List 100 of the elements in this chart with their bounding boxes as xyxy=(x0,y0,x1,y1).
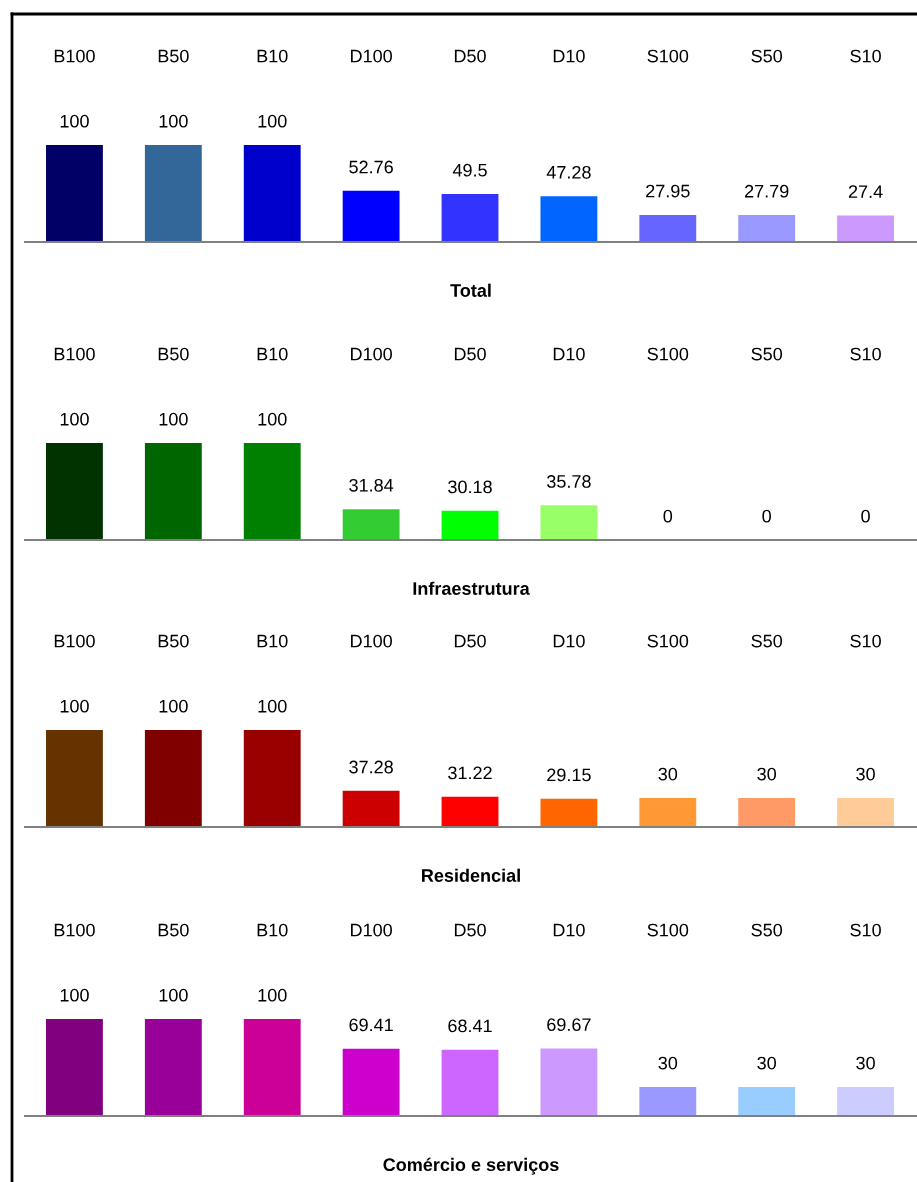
data-label: 27.79 xyxy=(745,184,789,198)
data-label: 52.76 xyxy=(349,160,393,174)
bar xyxy=(441,510,499,540)
data-label: 49.5 xyxy=(452,163,487,177)
bar xyxy=(46,145,103,242)
bar xyxy=(837,215,895,242)
bar xyxy=(639,1086,697,1116)
data-label: 100 xyxy=(258,988,287,1002)
x-axis-title: Comércio e serviços xyxy=(383,1157,559,1175)
x-tick-label: D50 xyxy=(454,634,486,648)
bar xyxy=(540,1048,598,1116)
data-label: 30 xyxy=(658,767,678,781)
bar xyxy=(46,443,103,540)
bar xyxy=(243,145,301,242)
bar xyxy=(738,1086,796,1116)
data-label: 35.78 xyxy=(547,475,591,488)
bar xyxy=(342,790,400,827)
x-tick-label: D100 xyxy=(351,49,392,63)
data-label: 69.41 xyxy=(349,1018,393,1032)
data-label: 30 xyxy=(757,767,777,781)
data-label: 100 xyxy=(159,988,188,1002)
bar xyxy=(837,1086,895,1116)
bar xyxy=(144,730,202,827)
x-tick-label: B10 xyxy=(257,347,288,361)
x-tick-label: B50 xyxy=(158,347,189,361)
bar xyxy=(639,797,697,827)
x-tick-label: B50 xyxy=(158,923,189,937)
bar xyxy=(46,1019,103,1116)
x-tick-label: B100 xyxy=(54,923,95,937)
x-tick-label: S50 xyxy=(751,49,783,63)
bar xyxy=(540,505,598,540)
x-tick-label: B100 xyxy=(54,49,95,63)
bar xyxy=(243,1019,301,1116)
bar xyxy=(144,145,202,242)
data-label: 0 xyxy=(861,509,870,523)
data-label: 31.84 xyxy=(349,478,394,492)
bar xyxy=(540,798,598,827)
x-tick-label: B100 xyxy=(54,347,95,361)
x-tick-label: S100 xyxy=(647,923,689,937)
bar xyxy=(144,443,202,540)
data-label: 30 xyxy=(658,1056,678,1070)
x-tick-label: D100 xyxy=(351,923,392,937)
x-tick-label: S10 xyxy=(850,923,881,937)
x-tick-label: D10 xyxy=(553,347,585,361)
data-label: 100 xyxy=(60,699,89,713)
x-tick-label: S100 xyxy=(647,49,689,63)
data-label: 27.4 xyxy=(848,185,883,198)
x-tick-label: B100 xyxy=(54,634,95,648)
bar xyxy=(441,1049,499,1116)
data-label: 0 xyxy=(762,509,771,523)
x-tick-label: S100 xyxy=(647,634,689,648)
bar xyxy=(342,1048,400,1116)
data-label: 100 xyxy=(159,699,188,713)
x-tick-label: S50 xyxy=(751,923,783,937)
data-label: 100 xyxy=(60,412,89,426)
bar xyxy=(540,196,598,242)
bar xyxy=(441,194,499,242)
x-tick-label: S50 xyxy=(751,634,783,648)
x-axis-title: Infraestrutura xyxy=(413,581,530,595)
x-tick-label: B10 xyxy=(257,49,288,63)
x-tick-label: S100 xyxy=(647,347,689,361)
x-tick-label: D10 xyxy=(553,634,585,648)
x-tick-label: B50 xyxy=(158,634,189,648)
x-tick-label: S50 xyxy=(751,347,783,361)
x-tick-label: B10 xyxy=(257,634,288,648)
data-label: 100 xyxy=(258,412,287,426)
x-tick-label: D50 xyxy=(454,49,486,63)
bar xyxy=(342,190,400,242)
data-label: 100 xyxy=(159,412,188,426)
data-label: 30 xyxy=(856,767,875,781)
data-label: 27.95 xyxy=(646,184,690,198)
data-label: 68.41 xyxy=(448,1019,492,1033)
x-tick-label: S10 xyxy=(850,347,881,361)
x-tick-label: D10 xyxy=(553,49,585,63)
bar xyxy=(243,730,301,827)
data-label: 37.28 xyxy=(349,760,393,774)
data-label: 0 xyxy=(663,509,673,523)
bar xyxy=(639,214,697,242)
x-tick-label: D100 xyxy=(351,347,392,361)
data-label: 31.22 xyxy=(448,766,492,780)
bar xyxy=(342,509,400,540)
data-label: 30.18 xyxy=(448,480,492,494)
bar xyxy=(738,797,796,827)
data-label: 100 xyxy=(60,114,89,128)
bar xyxy=(441,796,499,827)
data-label: 29.15 xyxy=(547,768,591,782)
x-tick-label: B50 xyxy=(158,49,189,63)
data-label: 30 xyxy=(856,1056,875,1070)
data-label: 47.28 xyxy=(546,165,591,179)
x-tick-label: B10 xyxy=(257,923,288,937)
bar xyxy=(837,797,895,827)
data-label: 100 xyxy=(258,114,287,128)
bar xyxy=(46,730,103,827)
x-tick-label: S10 xyxy=(850,49,881,63)
data-label: 69.67 xyxy=(547,1018,591,1032)
data-label: 30 xyxy=(757,1056,777,1070)
x-axis-title: Total xyxy=(450,283,491,297)
bar xyxy=(243,443,301,540)
data-label: 100 xyxy=(60,988,89,1002)
data-label: 100 xyxy=(258,699,287,713)
